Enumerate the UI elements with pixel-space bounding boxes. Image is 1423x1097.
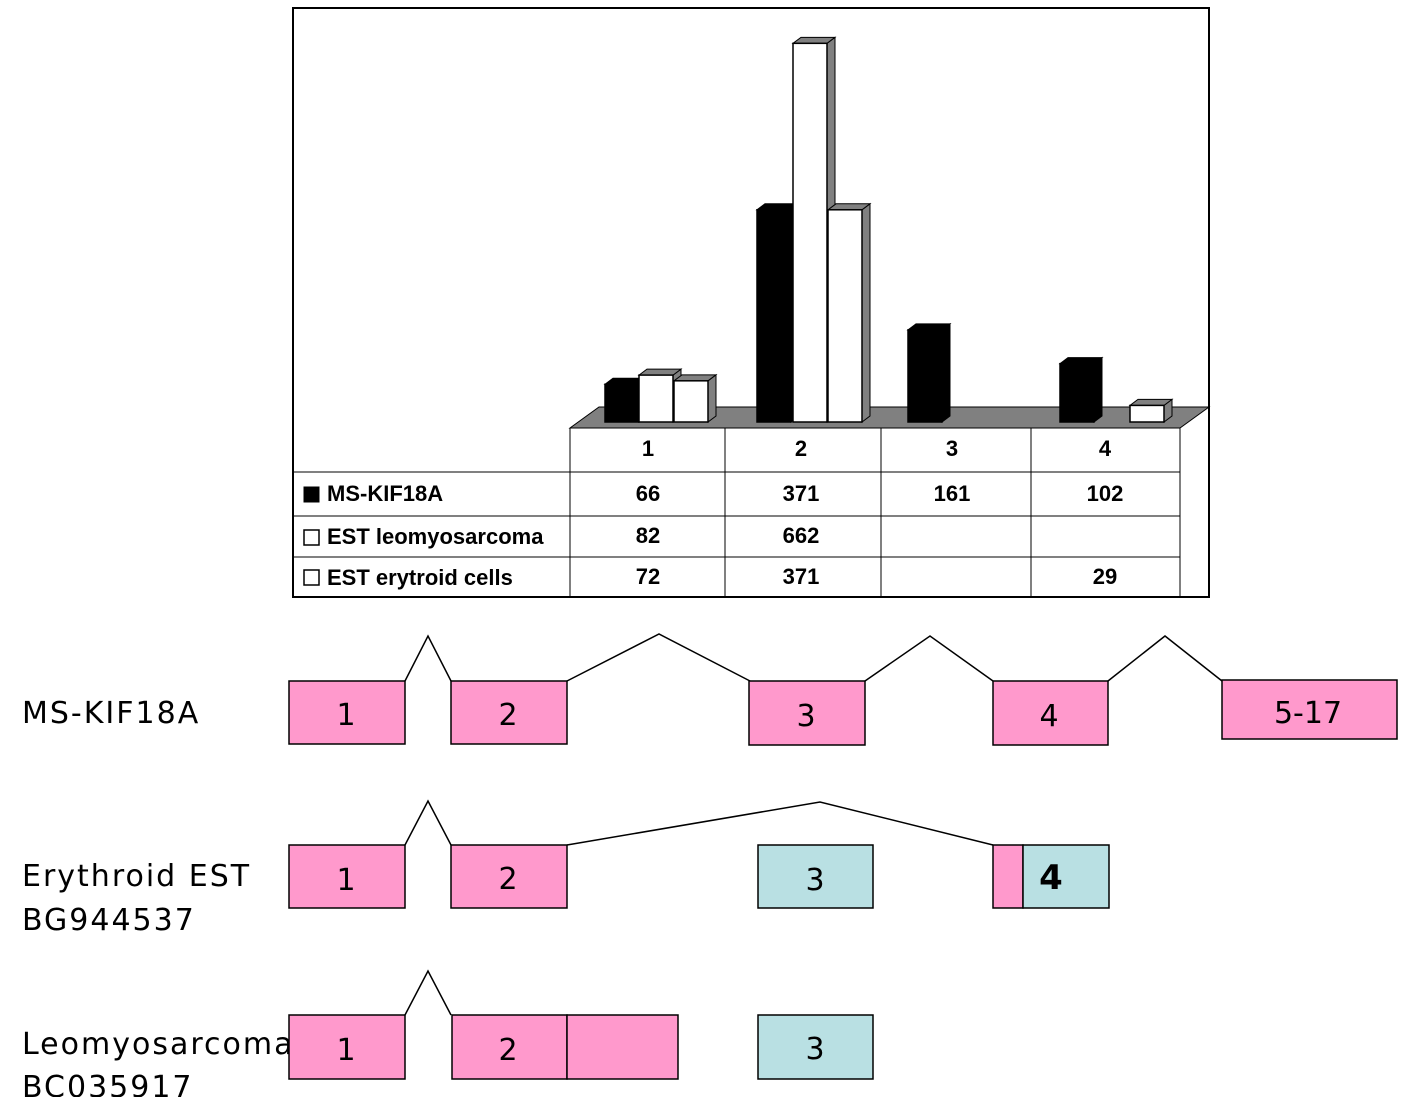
gene-structures: MS-KIF18A 1 2 3 4 5-17 Erythroid EST BG9… — [22, 633, 1398, 1097]
data-table-grid — [293, 427, 1181, 597]
bar-ms-kif18a-4 — [1059, 362, 1095, 423]
series-name: MS-KIF18A — [327, 481, 443, 506]
track-accession: BG944537 — [22, 903, 196, 938]
series-name: EST erytroid cells — [327, 565, 513, 590]
exon-box — [288, 680, 406, 745]
category-label: 1 — [642, 436, 654, 461]
bar-side — [707, 373, 717, 423]
splice-line — [404, 969, 452, 1016]
series-name: EST leomyosarcoma — [327, 524, 544, 549]
bar-top — [906, 323, 952, 331]
exon-label: 2 — [498, 698, 517, 733]
bar-side — [1093, 356, 1103, 423]
data-table-value: 161 — [934, 481, 971, 506]
exon-label: 2 — [498, 1033, 517, 1068]
category-label: 2 — [795, 436, 807, 461]
track-erythroid-est: Erythroid EST BG944537 1 2 3 4 — [22, 799, 1110, 938]
bar-top — [791, 36, 837, 44]
bar-est-leomyosarcoma-1 — [638, 374, 674, 423]
exon-box — [992, 844, 1024, 909]
exon-box — [757, 844, 874, 909]
splice-line — [566, 801, 994, 846]
track-ms-kif18a: MS-KIF18A 1 2 3 4 5-17 — [22, 633, 1398, 746]
splice-line — [864, 635, 994, 682]
exon-box — [748, 680, 866, 746]
bar-top — [1058, 357, 1104, 365]
exon-label: 5-17 — [1274, 696, 1342, 731]
data-table-value: 371 — [783, 481, 820, 506]
legend-key-est-leomyosarcoma — [303, 529, 320, 546]
track-label: Erythroid EST — [22, 859, 251, 894]
exon-box — [451, 1014, 568, 1080]
bar-ms-kif18a-3 — [907, 329, 943, 423]
exon-label: 1 — [336, 1033, 355, 1068]
category-label: 3 — [946, 436, 958, 461]
bar-ms-kif18a-2 — [756, 209, 792, 423]
track-label: MS-KIF18A — [22, 696, 200, 731]
bar-est-erytroid-cells-2 — [827, 209, 863, 423]
data-table-value: 72 — [636, 564, 660, 589]
bars-group — [603, 36, 1174, 423]
bar-ms-kif18a-1 — [604, 383, 640, 423]
bar-est-erytroid-cells-1 — [673, 380, 709, 423]
exon-box — [288, 844, 406, 909]
bar-top — [1128, 398, 1174, 406]
bar-top — [826, 203, 872, 211]
track-leomyosarcoma: Leomyosarcoma BC035917 1 2 3 — [22, 969, 874, 1097]
data-table-value: 371 — [783, 564, 820, 589]
exon-label: 3 — [805, 1032, 824, 1067]
exon-label: 1 — [336, 698, 355, 733]
exon-box — [288, 1014, 406, 1080]
legend-key-ms-kif18a — [303, 486, 320, 503]
splice-line — [1107, 635, 1223, 682]
exon-box — [450, 680, 568, 745]
track-label: Leomyosarcoma — [22, 1027, 294, 1062]
exon-label: 4 — [1039, 858, 1063, 898]
exon-box — [757, 1014, 874, 1080]
bar-chart: 1 2 3 4 MS-KIF18A EST leomyosarcoma EST … — [292, 7, 1211, 598]
data-table-value: 66 — [636, 481, 660, 506]
exon-label: 1 — [336, 863, 355, 898]
exon-box — [450, 844, 568, 909]
bar-top — [637, 368, 683, 376]
exon-label: 3 — [796, 699, 815, 734]
bar-side — [941, 322, 951, 423]
bar-top — [672, 374, 718, 382]
exon-label: 3 — [805, 863, 824, 898]
exon-label: 4 — [1039, 699, 1058, 734]
data-table-value: 29 — [1093, 564, 1117, 589]
bar-side — [861, 202, 871, 423]
legend-key-est-erytroid — [303, 569, 320, 586]
data-table-value: 662 — [783, 523, 820, 548]
bar-est-leomyosarcoma-2 — [792, 42, 828, 423]
track-accession: BC035917 — [22, 1070, 194, 1097]
splice-line — [404, 799, 452, 846]
bar-est-erytroid-cells-4 — [1129, 404, 1165, 423]
exon-label: 2 — [498, 862, 517, 897]
splice-line — [404, 634, 452, 682]
exon-box — [1221, 679, 1398, 740]
data-table-value: 82 — [636, 523, 660, 548]
splice-line — [566, 633, 751, 682]
exon-box — [1022, 844, 1110, 909]
chart-frame — [292, 7, 1210, 598]
exon-box — [992, 680, 1109, 746]
category-label: 4 — [1099, 436, 1112, 461]
data-table-value: 102 — [1087, 481, 1124, 506]
exon-box — [566, 1014, 679, 1080]
